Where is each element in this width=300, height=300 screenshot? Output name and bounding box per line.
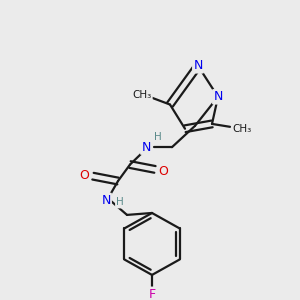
Text: F: F	[148, 288, 156, 300]
Text: N: N	[193, 59, 203, 72]
Text: H: H	[154, 133, 162, 142]
Text: H: H	[116, 197, 124, 207]
Text: N: N	[213, 90, 223, 103]
Text: CH₃: CH₃	[132, 90, 152, 100]
Text: N: N	[141, 141, 151, 154]
Text: O: O	[158, 165, 168, 178]
Text: CH₃: CH₃	[232, 124, 252, 134]
Text: O: O	[79, 169, 89, 182]
Text: N: N	[101, 194, 111, 207]
